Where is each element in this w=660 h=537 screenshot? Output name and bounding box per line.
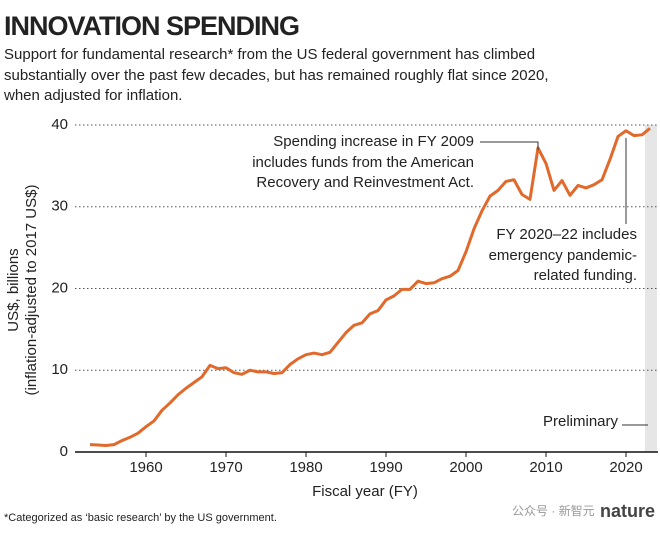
annotation: Preliminary xyxy=(543,413,619,430)
annotation: related funding. xyxy=(534,267,637,284)
chart-title: INNOVATION SPENDING xyxy=(4,11,299,41)
x-tick-label: 1980 xyxy=(289,459,322,476)
credit: nature xyxy=(600,501,655,521)
annotation: FY 2020–22 includes xyxy=(496,226,637,243)
watermark: 公众号 · 新智元 xyxy=(512,503,595,518)
x-tick-label: 2000 xyxy=(449,459,482,476)
y-tick-label: 0 xyxy=(60,443,68,460)
y-tick-label: 30 xyxy=(51,198,68,215)
data-line xyxy=(89,127,651,447)
subtitle: Support for fundamental research* from t… xyxy=(4,46,535,63)
y-axis-label: US$, billions xyxy=(5,248,22,331)
x-tick-label: 2020 xyxy=(609,459,642,476)
subtitle: substantially over the past few decades,… xyxy=(4,67,549,84)
annotation: emergency pandemic- xyxy=(489,247,637,264)
y-tick-label: 20 xyxy=(51,279,68,296)
y-axis-label: (inflation-adjusted to 2017 US$) xyxy=(23,185,40,396)
y-tick-label: 10 xyxy=(51,361,68,378)
annotation: Recovery and Reinvestment Act. xyxy=(256,174,474,191)
annotation: includes funds from the American xyxy=(252,154,474,171)
connector xyxy=(480,141,539,150)
x-axis-label: Fiscal year (FY) xyxy=(312,483,418,500)
x-tick-label: 2010 xyxy=(529,459,562,476)
x-tick-label: 1960 xyxy=(129,459,162,476)
annotation: Spending increase in FY 2009 xyxy=(273,133,474,150)
subtitle: when adjusted for inflation. xyxy=(3,87,182,104)
x-tick-label: 1990 xyxy=(369,459,402,476)
y-tick-label: 40 xyxy=(51,116,68,133)
footnote: *Categorized as ‘basic research’ by the … xyxy=(4,512,277,524)
annotation-connectors xyxy=(480,138,648,426)
x-tick-label: 1970 xyxy=(209,459,242,476)
